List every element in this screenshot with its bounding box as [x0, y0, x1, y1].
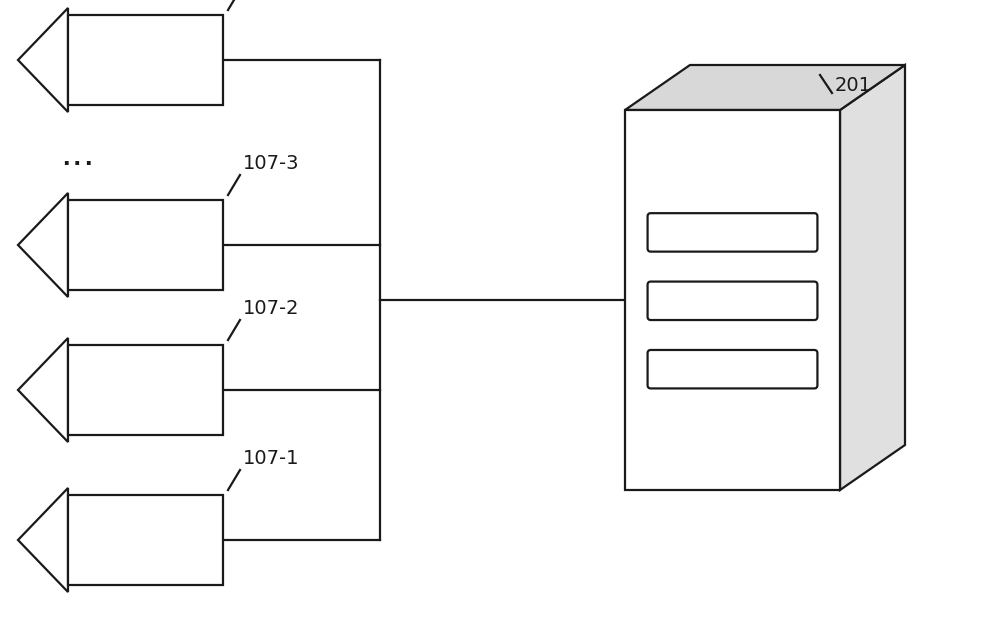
Bar	[68, 15, 223, 105]
FancyBboxPatch shape	[648, 281, 817, 320]
Bar	[68, 495, 223, 585]
Text: 107-3: 107-3	[243, 154, 300, 173]
Polygon shape	[840, 65, 905, 490]
Bar	[68, 200, 223, 290]
Text: ...: ...	[60, 138, 94, 172]
Bar	[68, 345, 223, 435]
Polygon shape	[625, 65, 905, 110]
Bar	[625, 110, 840, 490]
Polygon shape	[18, 488, 68, 592]
Polygon shape	[18, 8, 68, 112]
Text: 107-2: 107-2	[243, 299, 300, 318]
FancyBboxPatch shape	[648, 213, 817, 252]
Text: 201: 201	[835, 76, 872, 95]
Polygon shape	[18, 193, 68, 297]
Text: 107-1: 107-1	[243, 449, 300, 468]
FancyBboxPatch shape	[648, 350, 817, 389]
Polygon shape	[18, 338, 68, 442]
